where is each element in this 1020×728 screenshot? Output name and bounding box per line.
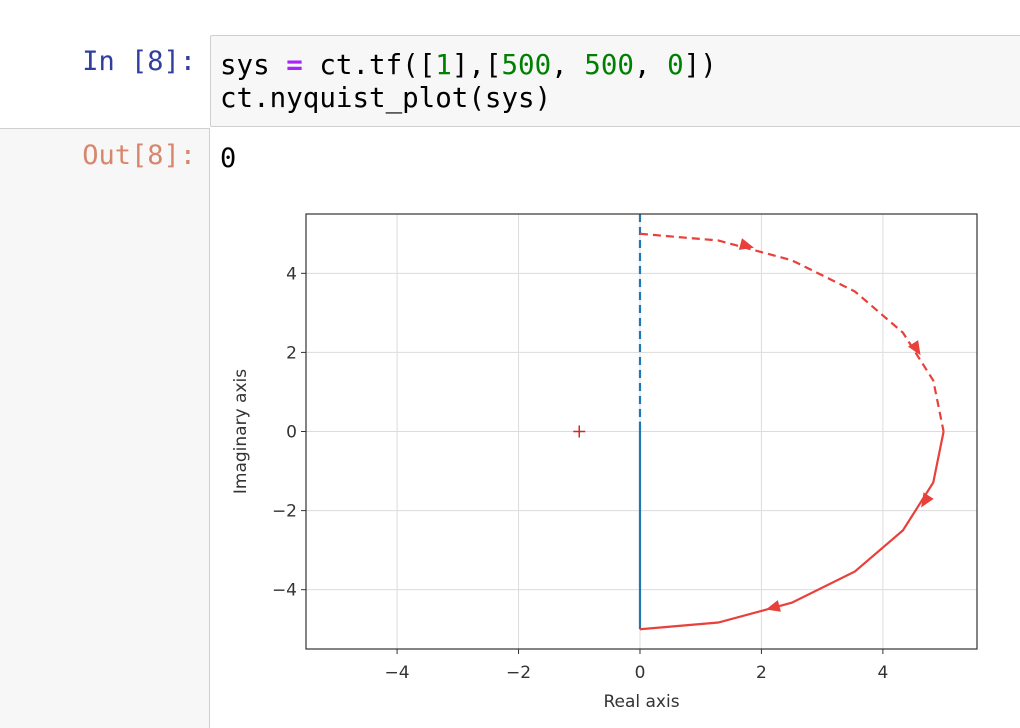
series-line	[639, 431, 945, 631]
y-tick-label: 2	[286, 343, 297, 363]
x-tick-label: −2	[506, 663, 531, 683]
code-token: ct.tf([	[302, 49, 436, 81]
output-area-margin	[0, 128, 210, 728]
code-token: ,	[633, 49, 668, 81]
code-token: ct.nyquist_plot(sys)	[220, 82, 552, 114]
y-tick-label: 4	[286, 264, 297, 284]
y-tick-label: 0	[286, 423, 297, 443]
x-tick-label: −4	[385, 663, 410, 683]
output-prompt: Out[8]:	[82, 140, 196, 171]
code-token: ,	[551, 49, 585, 81]
x-tick-label: 0	[635, 663, 646, 683]
direction-arrow	[765, 600, 781, 612]
axes-frame	[305, 213, 978, 650]
code-line: ct.nyquist_plot(sys)	[220, 82, 551, 115]
code-token: ],[	[451, 49, 502, 81]
x-axis-label: Real axis	[603, 692, 679, 712]
code-token: =	[286, 49, 303, 81]
code-token: 0	[667, 49, 684, 81]
code-cell[interactable]: sys = ct.tf([1],[500, 500, 0]) ct.nyquis…	[210, 35, 1020, 127]
x-tick-label: 2	[756, 663, 767, 683]
y-axis-label: Imaginary axis	[231, 369, 251, 494]
code-token: ])	[683, 49, 717, 81]
code-token: 500	[501, 49, 552, 81]
critical-point	[573, 425, 586, 438]
x-tick-label: 4	[877, 663, 888, 683]
y-tick-label: −2	[272, 502, 297, 522]
direction-arrow	[907, 340, 921, 356]
direction-arrow	[921, 492, 934, 508]
input-prompt: In [8]:	[82, 46, 196, 77]
direction-arrow	[738, 238, 754, 250]
code-line: sys = ct.tf([1],[500, 500, 0])	[220, 49, 717, 82]
code-token: sys	[220, 49, 287, 81]
output-text: 0	[220, 143, 237, 174]
code-token: 500	[584, 49, 634, 81]
code-token: 1	[435, 49, 452, 81]
series-line	[639, 232, 945, 432]
y-tick-label: −4	[272, 581, 297, 601]
